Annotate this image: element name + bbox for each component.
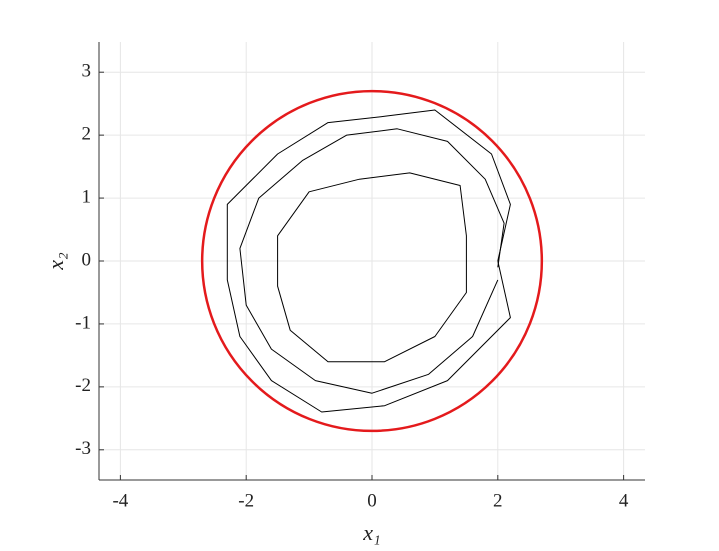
- y-tick-label: 2: [82, 123, 92, 144]
- x-axis-label: x₁: [362, 520, 380, 545]
- trajectory: [277, 172, 467, 363]
- boundary-circle: [200, 89, 544, 433]
- trajectory: [239, 128, 505, 394]
- x-tick-label: 2: [493, 490, 503, 511]
- y-tick-label: 3: [82, 61, 92, 82]
- y-tick-label: -2: [75, 375, 91, 396]
- y-axis-label: x₂: [43, 252, 68, 271]
- x-tick-label: -2: [238, 490, 254, 511]
- trajectory: [226, 109, 511, 413]
- y-tick-label: -1: [75, 312, 91, 333]
- x-tick-label: -4: [112, 490, 128, 511]
- x-tick-label: 0: [367, 490, 377, 511]
- y-tick-label: 1: [82, 186, 92, 207]
- x-tick-label: 4: [619, 490, 629, 511]
- y-tick-label: -3: [75, 438, 91, 459]
- y-tick-label: 0: [82, 249, 92, 270]
